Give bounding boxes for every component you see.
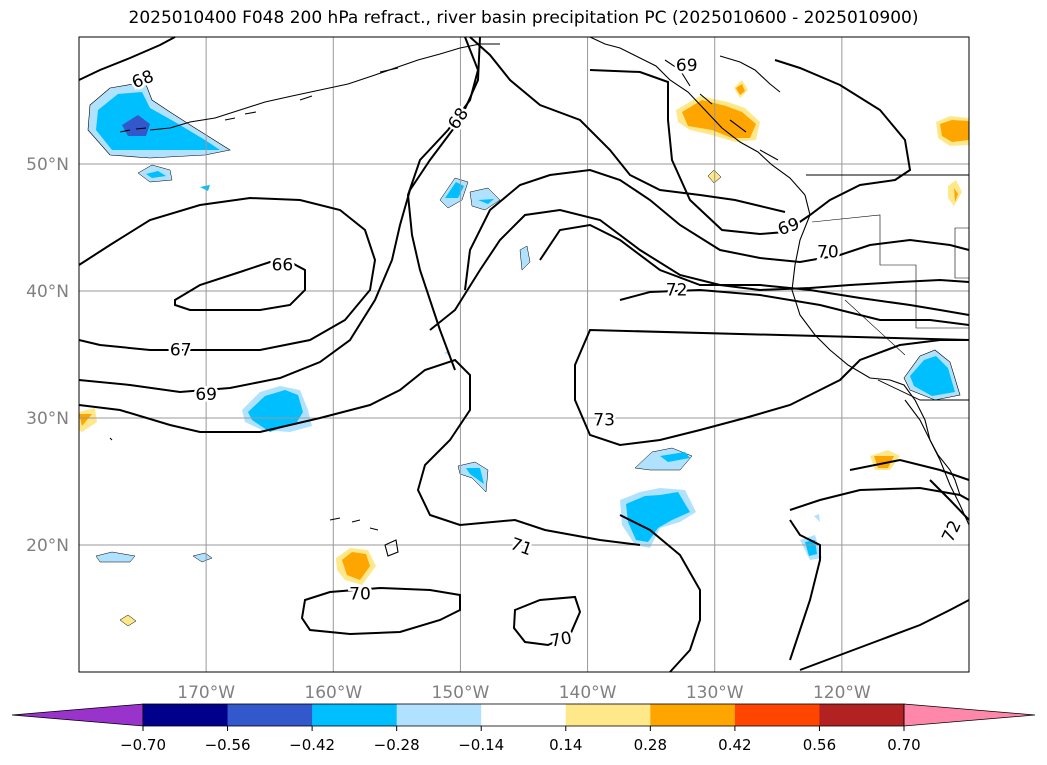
x-tick-label: 120°W <box>813 683 871 703</box>
coastlines <box>109 36 970 557</box>
colorbar-tick-label: −0.70 <box>120 736 166 754</box>
colorbar-segment <box>481 704 567 726</box>
contour-label: 66 <box>272 255 294 275</box>
contour-label: 69 <box>195 385 217 405</box>
colorbar-tick-label: 0.70 <box>887 736 920 754</box>
colorbar-extend-high <box>903 703 1036 727</box>
colorbar-extend-low <box>11 703 144 727</box>
colorbar-tick-label: 0.42 <box>718 736 751 754</box>
contour-label: 70 <box>349 584 371 604</box>
x-tick-label: 160°W <box>304 683 362 703</box>
colorbar-tick-label: 0.56 <box>803 736 836 754</box>
refractivity-contours <box>78 36 970 673</box>
colorbar-tick-label: −0.42 <box>289 736 335 754</box>
colorbar-tick-label: −0.14 <box>458 736 504 754</box>
x-axis-ticks: 170°W 160°W 150°W 140°W 130°W 120°W <box>177 683 871 703</box>
colorbar-segment <box>650 704 736 726</box>
chart-title: 2025010400 F048 200 hPa refract., river … <box>128 8 919 28</box>
colorbar-tick-label: 0.28 <box>634 736 667 754</box>
colorbar-segment <box>312 704 398 726</box>
contour-label: 69 <box>676 56 698 76</box>
colorbar-tick-label: −0.28 <box>374 736 420 754</box>
contour-label: 70 <box>549 628 574 651</box>
contour-label: 70 <box>817 243 839 263</box>
y-axis-ticks: 20°N 30°N 40°N 50°N <box>26 155 69 556</box>
colorbar: −0.70 −0.56 −0.42 −0.28 −0.14 0.14 0.28 0.42 0.5… <box>11 703 1036 754</box>
precip-shading <box>79 80 969 627</box>
y-tick-label: 50°N <box>26 155 69 175</box>
colorbar-segment <box>565 704 651 726</box>
colorbar-segment <box>227 704 313 726</box>
colorbar-segment <box>396 704 482 726</box>
colorbar-tick-label: −0.56 <box>205 736 251 754</box>
contour-label: 67 <box>170 340 192 360</box>
colorbar-segment <box>819 704 905 726</box>
colorbar-segment <box>734 704 820 726</box>
x-tick-label: 170°W <box>177 683 235 703</box>
y-tick-label: 20°N <box>26 536 69 556</box>
x-tick-label: 130°W <box>686 683 744 703</box>
contour-label: 73 <box>593 410 615 430</box>
y-tick-label: 40°N <box>26 282 69 302</box>
contour-label: 72 <box>666 281 688 301</box>
y-tick-label: 30°N <box>26 409 69 429</box>
map-grid <box>79 37 969 672</box>
x-tick-label: 150°W <box>432 683 490 703</box>
colorbar-frame <box>142 703 905 727</box>
colorbar-tick-label: 0.14 <box>549 736 582 754</box>
colorbar-segment <box>143 704 229 726</box>
x-tick-label: 140°W <box>559 683 617 703</box>
